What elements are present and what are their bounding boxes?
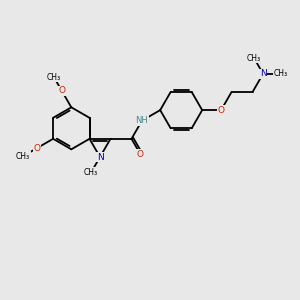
Text: O: O [218, 106, 225, 115]
Text: O: O [58, 86, 65, 95]
Text: CH₃: CH₃ [16, 152, 30, 160]
Text: O: O [137, 150, 144, 159]
Text: CH₃: CH₃ [47, 73, 61, 82]
Text: NH: NH [136, 116, 148, 125]
Text: N: N [97, 152, 104, 161]
Text: CH₃: CH₃ [247, 54, 261, 63]
Text: N: N [260, 69, 266, 78]
Text: O: O [33, 144, 40, 153]
Text: CH₃: CH₃ [274, 69, 288, 78]
Text: CH₃: CH₃ [84, 168, 98, 177]
